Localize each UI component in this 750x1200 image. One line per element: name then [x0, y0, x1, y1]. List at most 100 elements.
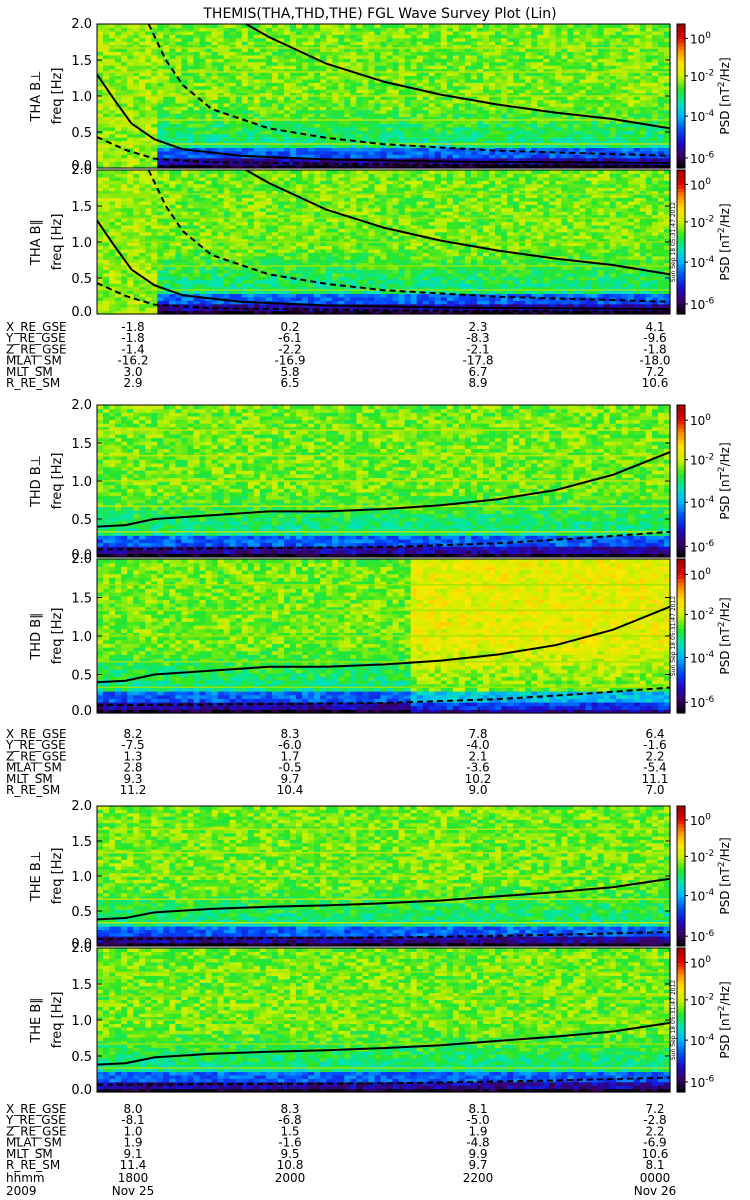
spectrogram-cell — [483, 303, 490, 308]
spectrogram-cell — [434, 96, 442, 101]
spectrogram-cell — [109, 37, 116, 42]
spectrogram-cell — [627, 54, 635, 59]
spectrogram-cell — [633, 133, 641, 138]
spectrogram-cell — [621, 30, 629, 35]
spectrogram-cell — [507, 72, 514, 77]
spectrogram-cell — [549, 58, 556, 63]
spectrogram-cell — [265, 58, 273, 63]
spectrogram-cell — [537, 75, 544, 80]
spectrogram-cell — [507, 44, 514, 49]
spectrogram-cell — [338, 123, 345, 128]
spectrogram-cell — [302, 303, 309, 308]
spectrogram-cell — [296, 147, 303, 152]
spectrogram-cell — [651, 144, 659, 149]
spectrogram-cell — [127, 85, 134, 90]
spectrogram-cell — [290, 61, 297, 66]
spectrogram-cell — [392, 92, 400, 97]
spectrogram-cell — [567, 106, 575, 111]
spectrogram-cell — [639, 54, 647, 59]
spectrogram-cell — [579, 283, 587, 288]
spectrogram-cell — [283, 279, 291, 284]
spectrogram-cell — [362, 154, 370, 159]
spectrogram-cell — [615, 34, 623, 39]
spectrogram-cell — [283, 113, 291, 118]
spectrogram-cell — [567, 303, 575, 308]
spectrogram-cell — [513, 116, 520, 121]
spectrogram-cell — [567, 54, 575, 59]
colorbar-segment — [677, 121, 685, 126]
spectrogram-cell — [663, 30, 671, 35]
spectrogram-cell — [627, 293, 635, 298]
spectrogram-cell — [597, 58, 605, 63]
spectrogram-cell — [109, 120, 116, 125]
spectrogram-cell — [573, 89, 581, 94]
spectrogram-cell — [163, 123, 170, 128]
spectrogram-cell — [627, 300, 635, 305]
spectrogram-cell — [205, 34, 213, 39]
spectrogram-cell — [265, 109, 273, 114]
spectrogram-cell — [235, 279, 243, 284]
spectrogram-cell — [235, 106, 243, 111]
spectrogram-cell — [591, 58, 599, 63]
spectrogram-cell — [163, 283, 170, 288]
spectrogram-cell — [362, 51, 370, 56]
spectrogram-cell — [229, 120, 237, 125]
spectrogram-cell — [344, 51, 351, 56]
spectrogram-cell — [489, 48, 496, 53]
spectrogram-cell — [332, 85, 339, 90]
spectrogram-cell — [519, 24, 526, 29]
spectrogram-cell — [633, 130, 641, 135]
spectrogram-cell — [362, 54, 370, 59]
spectrogram-cell — [193, 161, 201, 166]
spectrogram-cell — [235, 96, 243, 101]
spectrogram-cell — [513, 109, 520, 114]
spectrogram-cell — [555, 85, 563, 90]
spectrogram-cell — [404, 30, 412, 35]
spectrogram-cell — [350, 44, 357, 49]
spectrogram-cell — [470, 286, 478, 291]
spectrogram-cell — [446, 106, 454, 111]
spectrogram-cell — [368, 54, 376, 59]
spectrogram-cell — [265, 161, 273, 166]
spectrogram-cell — [651, 147, 659, 152]
spectrogram-cell — [181, 102, 189, 107]
spectrogram-cell — [235, 54, 243, 59]
spectrogram-cell — [615, 24, 623, 29]
spectrogram-cell — [392, 65, 400, 70]
spectrogram-cell — [211, 154, 219, 159]
spectrogram-cell — [362, 34, 370, 39]
spectrogram-cell — [380, 34, 388, 39]
spectrogram-cell — [139, 161, 146, 166]
spectrogram-cell — [404, 48, 412, 53]
spectrogram-cell — [603, 44, 611, 49]
spectrogram-cell — [555, 144, 563, 149]
spectrogram-cell — [350, 68, 357, 73]
spectrogram-cell — [651, 99, 659, 104]
spectrogram-cell — [193, 27, 201, 32]
spectrogram-cell — [229, 34, 237, 39]
spectrogram-cell — [368, 48, 376, 53]
spectrogram-cell — [308, 34, 315, 39]
spectrogram-cell — [338, 113, 345, 118]
spectrogram-cell — [621, 68, 629, 73]
spectrogram-cell — [452, 61, 460, 66]
spectrogram-cell — [157, 144, 164, 149]
spectrogram-cell — [302, 300, 309, 305]
spectrogram-cell — [495, 30, 502, 35]
spectrogram-cell — [235, 61, 243, 66]
spectrogram-cell — [350, 96, 357, 101]
spectrogram-cell — [446, 290, 454, 295]
spectrogram-cell — [217, 82, 225, 87]
spectrogram-cell — [121, 99, 128, 104]
spectrogram-cell — [103, 75, 110, 80]
spectrogram-cell — [609, 48, 617, 53]
spectrogram-cell — [555, 65, 563, 70]
spectrogram-cell — [464, 102, 472, 107]
spectrogram-cell — [350, 106, 357, 111]
spectrogram-cell — [296, 75, 303, 80]
spectrogram-cell — [567, 89, 575, 94]
spectrogram-cell — [585, 140, 593, 145]
spectrogram-cell — [428, 37, 436, 42]
spectrogram-cell — [290, 164, 297, 169]
spectrogram-cell — [175, 58, 183, 63]
